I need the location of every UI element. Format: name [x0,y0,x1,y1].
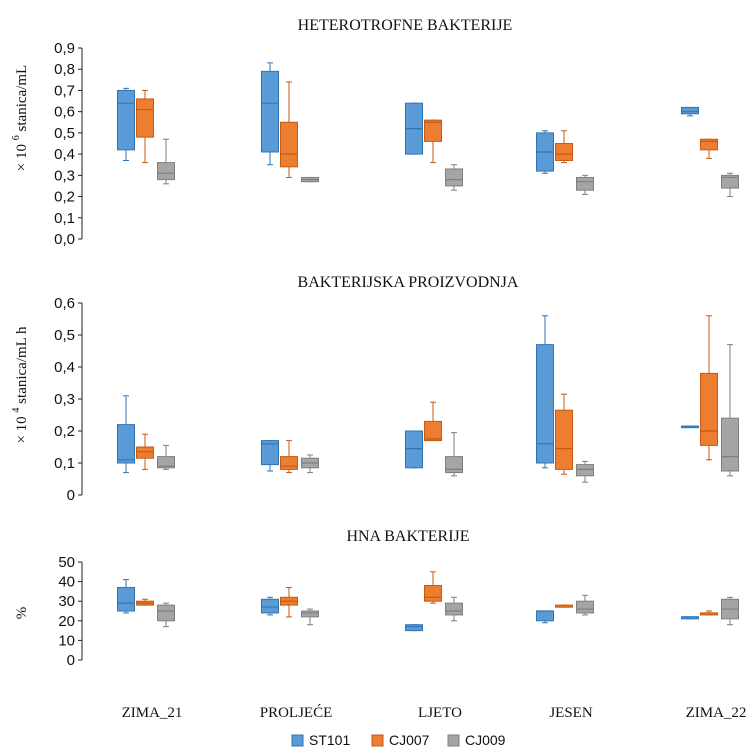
category-label: LJETO [418,705,462,721]
y-tick-label: 0,6 [54,104,75,121]
box-cj009 [446,169,463,186]
legend-label-cj007: CJ007 [389,732,430,748]
box-cj009 [577,465,594,476]
panel-1-ylabel: × 10 6 stanica/mL [7,65,30,171]
box-st101 [118,90,135,149]
category-label: JESEN [549,705,593,721]
y-tick-label: 0,3 [54,167,75,184]
y-tick-label: 0 [67,652,75,669]
legend-swatch-st101 [292,735,303,746]
y-tick-label: 0,5 [54,327,75,344]
box-cj007 [137,99,154,137]
panel-3-title: HNA BAKTERIJE [346,528,469,545]
legend-label-st101: ST101 [309,732,350,748]
box-cj009 [158,605,175,621]
box-cj007 [556,410,573,469]
box-cj007 [556,144,573,161]
panel-1-title: HETEROTROFNE BAKTERIJE [298,17,513,34]
legend-swatch-cj009 [448,735,459,746]
box-cj009 [446,457,463,473]
y-tick-label: 0,7 [54,82,75,99]
y-tick-label: 0 [67,487,75,504]
legend: ST101 CJ007 CJ009 [292,732,506,748]
y-tick-label: 0,4 [54,359,75,376]
chart-marks: 0,0 0,1 0,2 0,3 0,4 0,5 0,6 0,7 0,8 0,9 0 0,1 0,2 0,3… [54,40,738,669]
box-st101 [682,107,699,113]
category-label: ZIMA_22 [686,705,747,721]
box-cj007 [281,122,298,167]
box-cj007 [425,120,442,141]
y-tick-label: 40 [58,574,75,591]
y-tick-label: 0,8 [54,61,75,78]
y-tick-label: 50 [58,554,75,571]
legend-label-cj009: CJ009 [465,732,506,748]
y-tick-label: 0,1 [54,455,75,472]
category-label: PROLJEĆE [260,704,333,721]
panel-2-title: BAKTERIJSKA PROIZVODNJA [298,274,519,291]
box-cj009 [722,418,739,471]
box-cj007 [701,373,718,445]
box-cj007 [425,586,442,602]
box-cj007 [137,447,154,458]
y-tick-label: 0,2 [54,189,75,206]
box-cj009 [302,611,319,617]
box-st101 [118,587,135,611]
y-tick-label: 0,3 [54,391,75,408]
y-tick-label: 0,6 [54,295,75,312]
box-cj009 [577,601,594,613]
category-label: ZIMA_21 [122,705,183,721]
box-cj007 [281,457,298,470]
box-st101 [262,599,279,613]
y-tick-label: 0,5 [54,125,75,142]
y-tick-label: 30 [58,593,75,610]
box-st101 [537,611,554,621]
box-st101 [537,345,554,463]
y-tick-label: 0,2 [54,423,75,440]
panel-2-ylabel: × 10 4 stanica/mL h [7,326,30,444]
box-st101 [406,625,423,631]
box-st101 [262,71,279,152]
y-tick-label: 0,9 [54,40,75,57]
box-cj009 [577,177,594,190]
y-tick-label: 0,1 [54,210,75,227]
panel-3-ylabel: % [14,607,30,620]
y-tick-label: 0,0 [54,231,75,248]
y-tick-label: 0,4 [54,146,75,163]
box-cj009 [158,163,175,180]
box-st101 [118,425,135,463]
box-st101 [406,431,423,468]
box-cj009 [446,603,463,615]
box-cj007 [425,421,442,440]
legend-swatch-cj007 [372,735,383,746]
y-tick-label: 10 [58,632,75,649]
y-tick-label: 20 [58,613,75,630]
